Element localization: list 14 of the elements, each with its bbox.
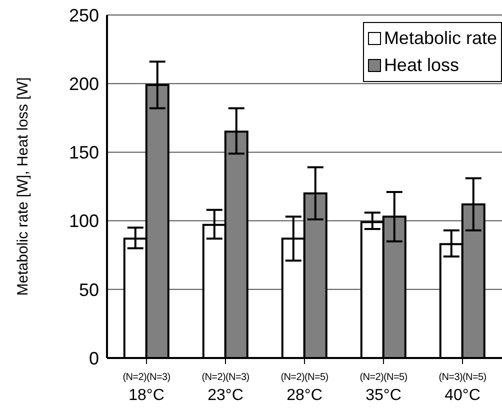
y-tick-label: 150 xyxy=(68,142,99,163)
legend-label: Heat loss xyxy=(384,54,459,77)
x-tick-label: (N=2)(N=3) 18°C xyxy=(122,372,170,404)
y-tick-label: 50 xyxy=(78,280,99,300)
x-tick-label: (N=2)(N=5) 28°C xyxy=(280,372,328,404)
legend-label: Metabolic rate xyxy=(384,27,497,50)
y-tick-label: 0 xyxy=(88,348,99,368)
y-axis-title: Metabolic rate [W], Heat loss [W] xyxy=(14,77,32,296)
x-tick-label: (N=2)(N=5) 35°C xyxy=(360,372,408,404)
y-tick-label: 200 xyxy=(68,74,99,94)
x-tick-label: (N=3)(N=5) 40°C xyxy=(438,372,486,404)
y-tick-label: 250 xyxy=(68,5,99,26)
x-tick-label: (N=2)(N=3) 23°C xyxy=(202,372,250,404)
y-tick-label: 100 xyxy=(68,211,99,232)
